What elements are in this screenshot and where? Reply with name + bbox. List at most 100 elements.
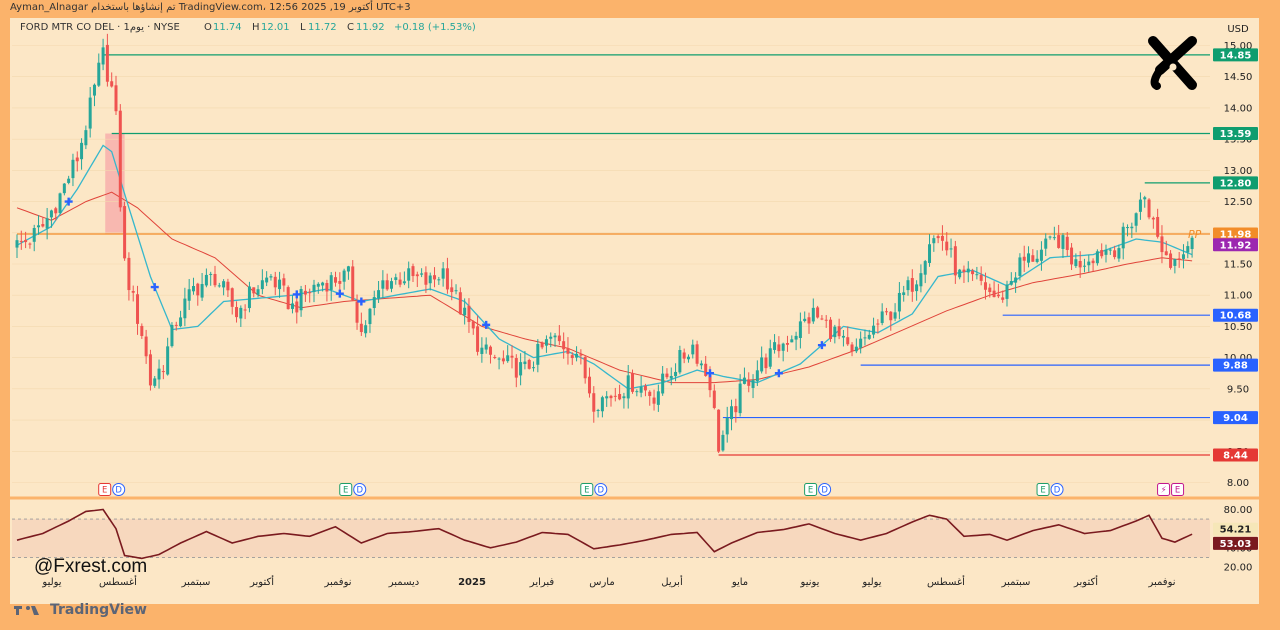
candle-body [923, 261, 927, 275]
watermark-handle: @Fxrest.com [34, 556, 148, 577]
candle-body [618, 394, 622, 400]
event-marker-4-0 [1036, 483, 1050, 496]
candle-body [742, 377, 746, 384]
candle-body [1001, 297, 1005, 300]
candle-body [290, 303, 294, 309]
rsi-tick-label-0: 20.00 [1224, 563, 1253, 574]
candle-body [1126, 227, 1130, 229]
candle-body [278, 279, 282, 290]
close-value: 11.92 [356, 22, 385, 33]
candle-body [32, 228, 36, 242]
candle-body [484, 344, 488, 350]
candle-body [648, 391, 652, 396]
level-tag-label-9.04: 9.04 [1223, 413, 1248, 424]
candle-body [1057, 235, 1061, 248]
time-tick-label-11: يونيو [800, 577, 820, 588]
candle-body [751, 380, 755, 388]
candle-body [252, 287, 256, 294]
candle-body [777, 344, 781, 352]
candle-body [975, 274, 979, 276]
level-tag-11.98 [1213, 227, 1258, 241]
currency-label[interactable]: USD [1227, 24, 1249, 35]
candle-body [897, 292, 901, 312]
candle-body [884, 311, 888, 313]
candle-body [876, 323, 880, 325]
candle-body [691, 344, 695, 355]
candle-body [631, 372, 635, 392]
event-marker-label-0-0: E [102, 486, 107, 496]
candle-body [1091, 260, 1095, 264]
event-marker-label-5-0: ⚡ [1161, 486, 1167, 496]
candle-body [829, 319, 833, 340]
candle-body [118, 110, 122, 208]
candle-body [613, 395, 617, 397]
high-label: H [252, 22, 260, 33]
candle-body [355, 301, 359, 323]
level-tag-14.85 [1213, 48, 1258, 62]
candle-body [880, 311, 884, 324]
candle-body [837, 326, 841, 337]
symbol-name[interactable]: FORD MTR CO DEL · 1يوم · NYSE [20, 22, 180, 33]
event-marker-1-0 [339, 483, 353, 496]
time-tick-label-7: فبراير [529, 577, 555, 588]
candle-body [329, 275, 333, 290]
candle-body [656, 391, 660, 405]
candle-body [1035, 258, 1039, 262]
candle-body [532, 367, 536, 369]
candle-body [174, 324, 178, 326]
candle-body [282, 278, 286, 286]
candle-body [540, 342, 544, 348]
candle-body [781, 343, 785, 351]
candle-body [501, 358, 505, 362]
candle-body [450, 287, 454, 293]
candle-body [359, 323, 363, 333]
candle-body [699, 363, 703, 366]
candle-body [161, 371, 165, 373]
level-tag-label-9.88: 9.88 [1223, 361, 1248, 372]
candle-body [579, 354, 583, 356]
rsi-value-tag-label-1: 53.03 [1220, 539, 1252, 550]
candle-body [458, 292, 462, 315]
main-chart-pane[interactable] [10, 18, 1210, 502]
signal-marker-0 [64, 197, 73, 206]
candle-body [549, 336, 553, 339]
signal-marker-6 [706, 369, 714, 378]
candle-body [945, 241, 949, 251]
candle-body [850, 344, 854, 352]
candle-body [256, 289, 260, 295]
candle-body [463, 307, 467, 316]
candle-body [368, 308, 372, 325]
candle-body [476, 326, 480, 352]
level-tag-label-11.98: 11.98 [1220, 230, 1252, 241]
level-tag-label-10.68: 10.68 [1220, 311, 1252, 322]
candle-body [127, 257, 131, 291]
candle-body [1130, 226, 1134, 229]
candle-body [1181, 254, 1185, 259]
candle-body [983, 282, 987, 290]
candle-body [785, 343, 789, 345]
candle-body [721, 434, 725, 451]
candle-body [953, 246, 957, 276]
candle-body [54, 208, 58, 214]
candle-body [144, 336, 148, 357]
candle-body [295, 301, 299, 313]
level-tag-13.59 [1213, 127, 1258, 141]
candle-body [286, 287, 290, 310]
candle-body [424, 272, 428, 285]
candle-body [704, 363, 708, 376]
candle-body [519, 362, 523, 376]
candle-body [760, 357, 764, 372]
candle-body [764, 357, 768, 369]
candle-body [587, 376, 591, 394]
level-tag-label-14.85: 14.85 [1220, 50, 1252, 61]
time-axis[interactable] [10, 568, 1259, 604]
price-axis[interactable] [1210, 18, 1259, 592]
candle-body [1134, 213, 1138, 226]
candle-body [389, 281, 393, 289]
candle-body [906, 280, 910, 291]
candle-body [269, 276, 273, 278]
symbol-legend[interactable]: FORD MTR CO DEL · 1يوم · NYSE O 11.74 H … [20, 22, 476, 33]
candle-body [1044, 238, 1048, 249]
candle-body [755, 370, 759, 382]
